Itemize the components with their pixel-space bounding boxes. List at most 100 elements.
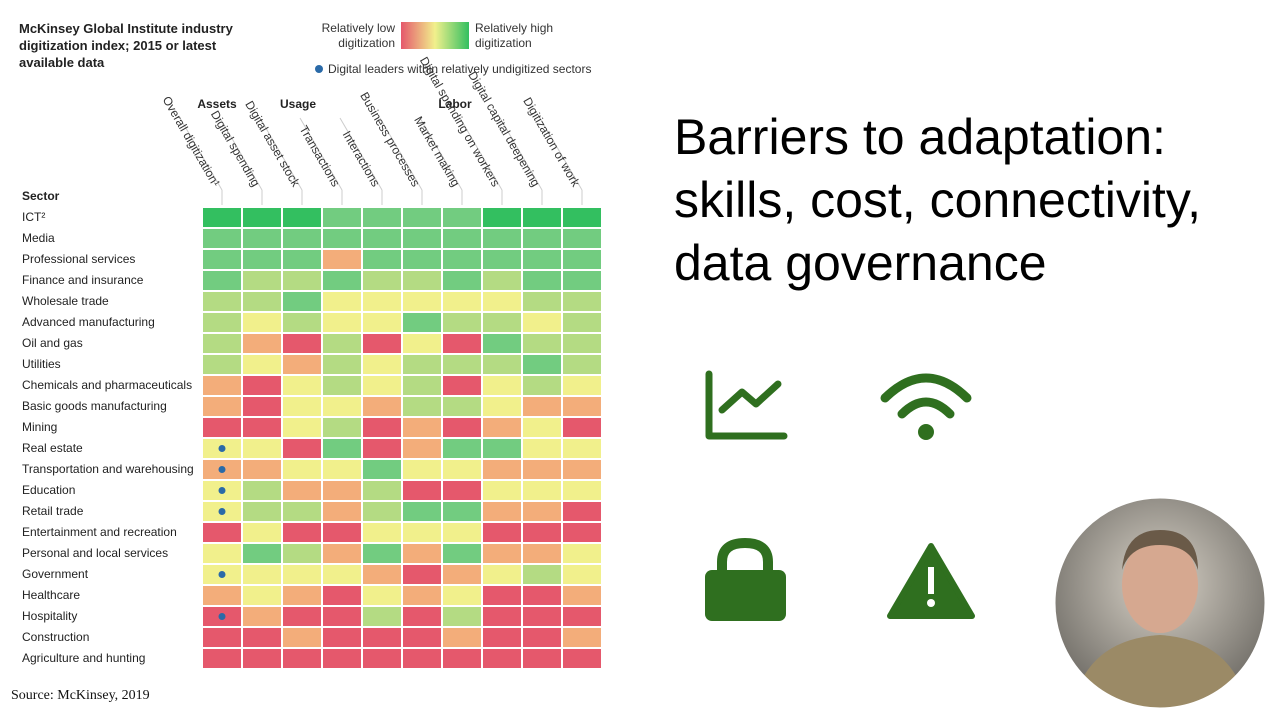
cell bbox=[243, 502, 281, 521]
cell bbox=[403, 460, 441, 479]
cell bbox=[523, 607, 561, 626]
cell bbox=[523, 397, 561, 416]
cell bbox=[363, 628, 401, 647]
cell bbox=[243, 544, 281, 563]
row-label: Agriculture and hunting bbox=[22, 651, 145, 665]
cell bbox=[323, 313, 361, 332]
cell bbox=[283, 418, 321, 437]
row-label: Hospitality bbox=[22, 609, 77, 623]
cell bbox=[243, 376, 281, 395]
cell bbox=[523, 502, 561, 521]
cell bbox=[363, 649, 401, 668]
cell bbox=[483, 313, 521, 332]
cell bbox=[403, 481, 441, 500]
row-label: Personal and local services bbox=[22, 546, 168, 560]
cell bbox=[363, 460, 401, 479]
cell bbox=[323, 544, 361, 563]
row-label: Transportation and warehousing bbox=[22, 462, 194, 476]
cell bbox=[563, 460, 601, 479]
cell bbox=[363, 502, 401, 521]
webcam-border bbox=[1052, 495, 1268, 711]
cell bbox=[363, 313, 401, 332]
cell bbox=[323, 607, 361, 626]
cell bbox=[363, 292, 401, 311]
cell bbox=[323, 523, 361, 542]
row-label: Professional services bbox=[22, 252, 135, 266]
cell bbox=[283, 460, 321, 479]
cell bbox=[283, 481, 321, 500]
row-label: Oil and gas bbox=[22, 336, 83, 350]
leader-dot bbox=[218, 571, 226, 578]
cell bbox=[243, 250, 281, 269]
cell bbox=[283, 565, 321, 584]
cell bbox=[203, 628, 241, 647]
cell bbox=[203, 355, 241, 374]
column-guide bbox=[219, 117, 263, 191]
cell bbox=[363, 565, 401, 584]
legend-dot bbox=[315, 65, 323, 73]
cell bbox=[323, 586, 361, 605]
cell bbox=[563, 439, 601, 458]
cell bbox=[563, 355, 601, 374]
cell bbox=[243, 460, 281, 479]
cell bbox=[243, 355, 281, 374]
cell bbox=[283, 208, 321, 227]
cell bbox=[563, 649, 601, 668]
cell bbox=[483, 565, 521, 584]
cell bbox=[523, 376, 561, 395]
cell bbox=[363, 334, 401, 353]
slide-title-line: skills, cost, connectivity, bbox=[674, 172, 1202, 228]
cell bbox=[483, 250, 521, 269]
cell bbox=[403, 649, 441, 668]
cell bbox=[363, 250, 401, 269]
cell bbox=[483, 271, 521, 290]
cell bbox=[563, 523, 601, 542]
cell bbox=[523, 229, 561, 248]
cell bbox=[323, 250, 361, 269]
cell bbox=[323, 418, 361, 437]
cell bbox=[203, 208, 241, 227]
column-group: Labor bbox=[438, 97, 472, 111]
cell bbox=[483, 649, 521, 668]
cell bbox=[243, 439, 281, 458]
cell bbox=[203, 250, 241, 269]
cell bbox=[323, 481, 361, 500]
lock-icon bbox=[705, 537, 786, 621]
cell bbox=[363, 439, 401, 458]
cell bbox=[563, 292, 601, 311]
cell bbox=[283, 628, 321, 647]
cell bbox=[403, 376, 441, 395]
slide-title-line: data governance bbox=[674, 235, 1047, 291]
cell bbox=[443, 397, 481, 416]
cell bbox=[203, 229, 241, 248]
cell bbox=[563, 208, 601, 227]
cell bbox=[323, 376, 361, 395]
row-label: Basic goods manufacturing bbox=[22, 399, 167, 413]
cell bbox=[283, 229, 321, 248]
cell bbox=[523, 565, 561, 584]
row-label: Entertainment and recreation bbox=[22, 525, 177, 539]
row-label: Government bbox=[22, 567, 89, 581]
column-guide bbox=[179, 117, 223, 191]
cell bbox=[523, 292, 561, 311]
cell bbox=[403, 607, 441, 626]
cell bbox=[243, 271, 281, 290]
cell bbox=[443, 502, 481, 521]
cell bbox=[363, 418, 401, 437]
cell bbox=[243, 649, 281, 668]
cell bbox=[443, 523, 481, 542]
cell bbox=[523, 628, 561, 647]
cell bbox=[283, 544, 321, 563]
cell bbox=[443, 649, 481, 668]
cell bbox=[403, 313, 441, 332]
cell bbox=[523, 481, 561, 500]
cell bbox=[443, 292, 481, 311]
warning-icon bbox=[887, 543, 975, 619]
cell bbox=[323, 355, 361, 374]
cell bbox=[243, 229, 281, 248]
cell bbox=[483, 523, 521, 542]
cell bbox=[443, 565, 481, 584]
cell bbox=[403, 502, 441, 521]
cell bbox=[323, 292, 361, 311]
cell bbox=[283, 523, 321, 542]
